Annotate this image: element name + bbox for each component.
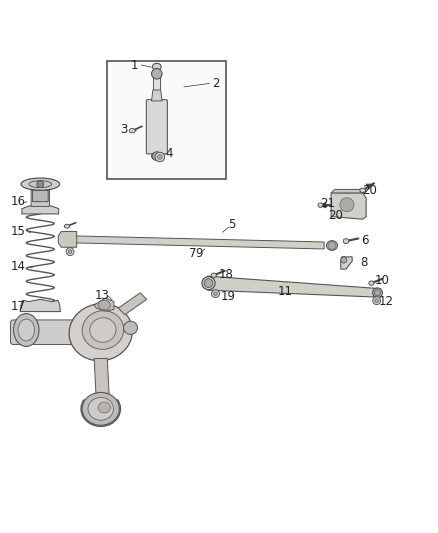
FancyBboxPatch shape	[11, 320, 79, 344]
FancyBboxPatch shape	[146, 100, 167, 154]
Circle shape	[341, 257, 347, 263]
Circle shape	[152, 152, 161, 160]
Ellipse shape	[326, 241, 338, 251]
Polygon shape	[94, 359, 110, 402]
Bar	[107, 61, 226, 179]
Circle shape	[152, 69, 162, 79]
Text: 18: 18	[219, 268, 233, 281]
Text: 14: 14	[11, 260, 26, 273]
Ellipse shape	[318, 203, 323, 207]
Polygon shape	[331, 189, 366, 193]
Ellipse shape	[69, 304, 132, 361]
Ellipse shape	[82, 392, 119, 425]
Text: 6: 6	[360, 233, 368, 247]
Ellipse shape	[90, 318, 116, 342]
Circle shape	[66, 248, 74, 255]
Ellipse shape	[18, 319, 35, 341]
Circle shape	[375, 299, 378, 302]
Ellipse shape	[343, 239, 349, 244]
Ellipse shape	[14, 313, 39, 346]
Circle shape	[340, 198, 354, 212]
Bar	[153, 74, 160, 104]
Circle shape	[37, 181, 44, 188]
Polygon shape	[118, 293, 147, 314]
Ellipse shape	[124, 321, 138, 334]
Text: 13: 13	[95, 289, 110, 302]
Polygon shape	[152, 90, 162, 101]
Text: 3: 3	[120, 123, 127, 136]
Circle shape	[374, 290, 381, 296]
Circle shape	[68, 250, 72, 253]
Text: 4: 4	[165, 148, 173, 160]
Polygon shape	[22, 205, 59, 214]
Circle shape	[158, 155, 162, 159]
Circle shape	[204, 279, 213, 287]
Ellipse shape	[152, 152, 162, 160]
Circle shape	[328, 241, 336, 249]
FancyBboxPatch shape	[31, 190, 49, 206]
FancyBboxPatch shape	[32, 190, 48, 201]
Text: 17: 17	[11, 300, 26, 313]
Ellipse shape	[373, 288, 382, 297]
Polygon shape	[331, 193, 366, 219]
Polygon shape	[94, 298, 114, 311]
Text: 8: 8	[361, 256, 368, 269]
Ellipse shape	[211, 273, 216, 278]
Ellipse shape	[129, 128, 135, 133]
Text: 5: 5	[229, 218, 236, 231]
Ellipse shape	[202, 277, 215, 290]
Text: 12: 12	[379, 295, 394, 308]
Text: 15: 15	[11, 225, 26, 238]
Text: 21: 21	[320, 197, 335, 210]
Ellipse shape	[98, 300, 110, 310]
Text: 2: 2	[212, 77, 219, 90]
Polygon shape	[58, 231, 77, 247]
Text: 7: 7	[189, 247, 197, 260]
Circle shape	[155, 152, 165, 162]
Circle shape	[373, 297, 381, 304]
Text: 11: 11	[277, 285, 292, 298]
Polygon shape	[208, 276, 378, 297]
Text: 9: 9	[195, 247, 203, 260]
Text: 10: 10	[374, 274, 389, 287]
Ellipse shape	[64, 224, 70, 228]
Text: 20: 20	[362, 184, 377, 197]
Ellipse shape	[360, 188, 365, 192]
Ellipse shape	[369, 281, 374, 285]
Ellipse shape	[152, 63, 161, 70]
Polygon shape	[20, 300, 60, 312]
Ellipse shape	[88, 398, 113, 420]
Polygon shape	[341, 257, 352, 269]
Ellipse shape	[98, 402, 110, 413]
Ellipse shape	[21, 178, 60, 190]
Text: 20: 20	[328, 209, 343, 222]
Ellipse shape	[82, 311, 124, 349]
Text: 16: 16	[11, 195, 26, 208]
Polygon shape	[72, 236, 324, 249]
Circle shape	[214, 292, 217, 295]
Ellipse shape	[29, 181, 52, 188]
Circle shape	[212, 290, 219, 297]
Text: 19: 19	[221, 290, 236, 303]
Text: 1: 1	[131, 59, 139, 71]
